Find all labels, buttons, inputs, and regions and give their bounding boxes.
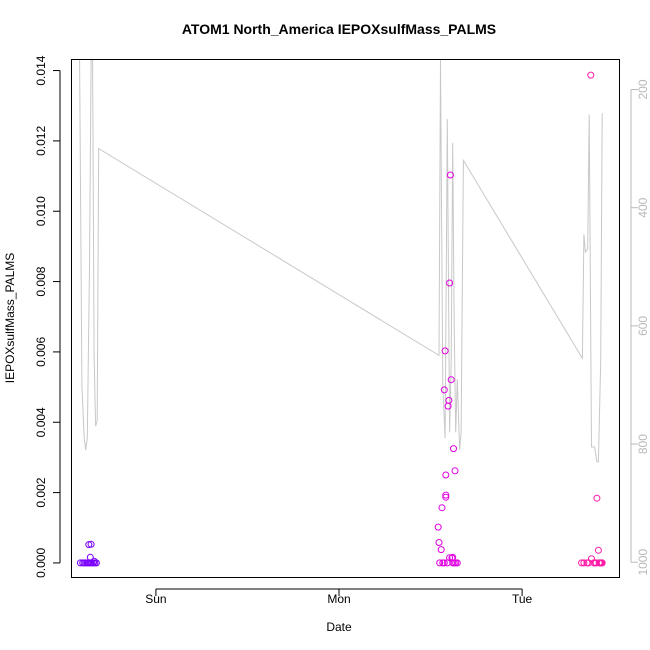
data-point xyxy=(85,541,93,549)
data-point xyxy=(593,494,601,502)
data-point xyxy=(435,539,443,546)
data-point xyxy=(90,557,98,565)
data-point xyxy=(447,376,455,384)
data-point xyxy=(451,467,459,475)
y-tick-label: 0.014 xyxy=(34,55,48,85)
y-tick-label: 0.008 xyxy=(34,266,48,296)
data-point xyxy=(442,491,450,499)
y-axis-left: 0.000 0.002 0.004 0.006 0.008 0.010 0.012 0.014 xyxy=(34,55,61,578)
data-point xyxy=(442,493,450,501)
x-tick-label: Sun xyxy=(145,592,166,606)
y-tick-label: 0.002 xyxy=(34,477,48,507)
data-point xyxy=(446,279,454,287)
x-tick-label: Tue xyxy=(512,592,533,606)
right-tick-label: 800 xyxy=(636,434,650,454)
altitude-line-series xyxy=(79,60,603,463)
data-point xyxy=(587,71,595,79)
data-point xyxy=(446,554,454,562)
data-point xyxy=(449,553,457,561)
y-axis-right: 200 400 600 800 1000 xyxy=(630,79,650,576)
data-point xyxy=(445,396,453,404)
data-point xyxy=(440,559,448,567)
data-point xyxy=(86,553,94,561)
data-point xyxy=(438,504,446,512)
y-tick-label: 0.004 xyxy=(34,407,48,437)
right-tick-label: 600 xyxy=(636,316,650,336)
data-point xyxy=(596,559,604,567)
x-axis: Sun Mon Tue xyxy=(145,588,533,606)
chart-title: ATOM1 North_America IEPOXsulfMass_PALMS xyxy=(182,21,496,37)
data-point xyxy=(440,386,448,394)
data-point xyxy=(592,559,600,567)
y-tick-label: 0.006 xyxy=(34,337,48,367)
y-tick-label: 0.000 xyxy=(34,548,48,578)
data-point xyxy=(434,523,442,531)
data-point xyxy=(588,555,595,563)
right-tick-label: 200 xyxy=(636,79,650,99)
data-point xyxy=(76,559,84,567)
data-point xyxy=(87,540,95,548)
data-point xyxy=(437,546,445,554)
scatter-points xyxy=(76,71,606,567)
right-tick-label: 400 xyxy=(636,197,650,217)
y-tick-label: 0.012 xyxy=(34,126,48,156)
data-point xyxy=(442,471,450,479)
data-point xyxy=(578,559,586,567)
y-axis-label: IEPOXsulfMass_PALMS xyxy=(3,253,17,384)
y-tick-label: 0.010 xyxy=(34,196,48,226)
plot-frame xyxy=(71,59,620,578)
x-tick-label: Mon xyxy=(327,592,350,606)
data-point xyxy=(436,559,444,567)
right-tick-label: 1000 xyxy=(636,549,650,576)
data-point xyxy=(453,559,461,567)
data-point xyxy=(446,171,454,179)
x-axis-label: Date xyxy=(326,620,352,634)
data-point xyxy=(441,347,449,355)
altitude-line xyxy=(79,60,603,463)
data-point xyxy=(450,445,457,453)
data-point xyxy=(594,546,602,554)
data-point xyxy=(580,559,588,567)
